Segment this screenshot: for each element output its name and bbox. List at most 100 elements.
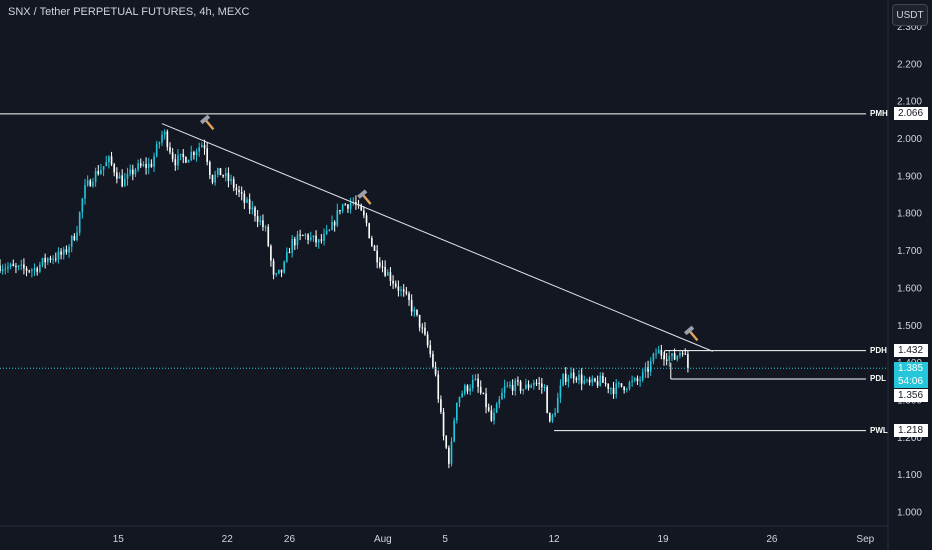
- candle-body: [49, 258, 52, 260]
- candle-body: [20, 264, 23, 266]
- current-price-badge: 1.385: [894, 361, 928, 375]
- candle-body: [166, 131, 169, 148]
- y-tick-label: 2.100: [897, 97, 922, 108]
- candle-body: [474, 378, 477, 380]
- candle-body: [461, 393, 463, 398]
- y-tick-label: 2.200: [897, 59, 922, 70]
- candle-body: [323, 233, 325, 241]
- candle-body: [102, 166, 105, 171]
- candle-body: [580, 374, 583, 384]
- candle-body: [381, 266, 384, 268]
- candle-body: [7, 266, 9, 269]
- candle-body: [25, 268, 28, 271]
- candle-body: [466, 385, 469, 392]
- candle-body: [248, 199, 251, 210]
- candle-body: [386, 272, 389, 276]
- y-tick-label: 1.100: [897, 470, 922, 481]
- candle-body: [392, 280, 394, 284]
- candle-body: [633, 378, 636, 381]
- candle-body: [341, 204, 344, 212]
- candle-body: [65, 249, 68, 253]
- candle-body: [174, 159, 177, 166]
- candle-body: [365, 215, 368, 224]
- candle-body: [679, 353, 681, 356]
- candle-body: [203, 145, 206, 149]
- candle-body: [676, 355, 679, 360]
- candle-body: [262, 220, 264, 228]
- candle-body: [671, 353, 673, 357]
- candle-body: [424, 327, 426, 335]
- candle-body: [288, 252, 291, 254]
- candle-body: [307, 234, 309, 241]
- candle-body: [636, 378, 639, 381]
- candle-body: [81, 198, 84, 213]
- candle-body: [649, 361, 652, 372]
- candle-body: [76, 232, 78, 241]
- candle-body: [429, 345, 432, 354]
- candle-body: [171, 152, 174, 160]
- candle-body: [548, 413, 551, 422]
- candle-body: [594, 378, 596, 382]
- candle-body: [193, 152, 195, 156]
- candle-body: [206, 148, 208, 162]
- candle-body: [623, 386, 625, 391]
- candle-body: [15, 266, 17, 268]
- candle-body: [325, 230, 328, 234]
- candle-body: [487, 407, 490, 411]
- y-tick-label: 1.800: [897, 209, 922, 220]
- candle-body: [450, 441, 453, 464]
- candle-body: [538, 383, 540, 385]
- candle-body: [227, 173, 230, 181]
- candle-body: [442, 411, 445, 437]
- candle-body: [209, 161, 211, 175]
- candle-body: [471, 379, 474, 389]
- candle-body: [36, 268, 39, 272]
- candle-body: [410, 300, 413, 312]
- candle-body: [448, 447, 450, 464]
- candle-body: [546, 386, 548, 414]
- candle-body: [57, 251, 60, 260]
- y-tick-label: 1.600: [897, 283, 922, 294]
- pdl-level-label: PDL: [870, 374, 886, 384]
- trendline[interactable]: [161, 123, 713, 352]
- candle-body: [219, 168, 222, 176]
- candle-body: [320, 239, 323, 241]
- candle-body: [578, 374, 580, 381]
- candle-body: [567, 378, 570, 382]
- candle-body: [376, 250, 378, 263]
- candle-body: [296, 234, 299, 246]
- candle-body: [299, 234, 301, 236]
- candle-body: [315, 235, 317, 243]
- time-axis: [0, 526, 932, 550]
- candle-body: [564, 373, 567, 382]
- candle-body: [336, 210, 339, 226]
- candle-body: [556, 397, 559, 413]
- candle-body: [615, 383, 618, 395]
- candle-body: [86, 180, 89, 185]
- candle-body: [501, 392, 503, 400]
- candle-body: [150, 163, 153, 167]
- candle-body: [211, 174, 214, 183]
- candle-body: [602, 375, 604, 383]
- candle-body: [522, 389, 525, 391]
- candle-body: [94, 171, 97, 183]
- candle-body: [514, 380, 517, 391]
- candle-body: [33, 268, 36, 271]
- candle-body: [73, 235, 76, 241]
- currency-button[interactable]: USDT: [892, 4, 928, 26]
- candle-body: [554, 412, 556, 416]
- candle-body: [655, 353, 657, 355]
- candle-body: [509, 385, 511, 387]
- candle-body: [70, 235, 73, 247]
- candle-body: [52, 258, 54, 260]
- x-tick-label: 5: [442, 534, 448, 545]
- candle-body: [129, 169, 131, 174]
- candle-body: [378, 262, 381, 267]
- candle-body: [641, 371, 644, 380]
- candle-body: [482, 392, 485, 394]
- candle-body: [599, 375, 602, 386]
- candle-body: [604, 382, 607, 384]
- candle-body: [54, 258, 57, 260]
- candle-body: [583, 380, 586, 384]
